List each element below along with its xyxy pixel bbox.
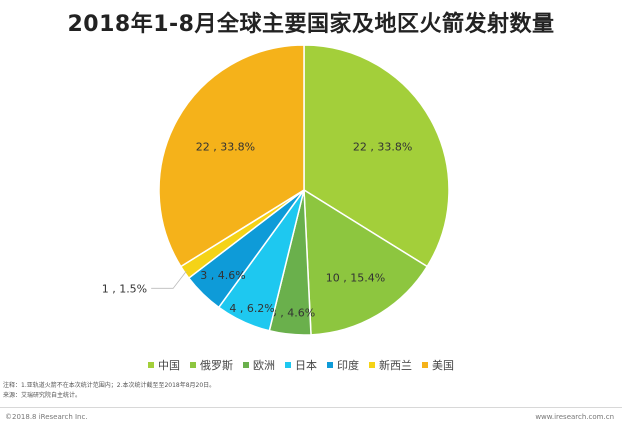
legend-label: 新西兰 bbox=[379, 359, 412, 372]
legend-label: 俄罗斯 bbox=[200, 359, 233, 372]
pie-slice-1 bbox=[303, 44, 450, 268]
legend-item-1: 中国 bbox=[148, 357, 180, 373]
pie-slice-2 bbox=[303, 188, 429, 336]
legend-item-2: 俄罗斯 bbox=[190, 357, 233, 373]
legend-item-3: 欧洲 bbox=[243, 357, 275, 373]
legend-label: 中国 bbox=[158, 359, 180, 372]
legend-item-4: 日本 bbox=[285, 357, 317, 373]
chart-title: 2018年1-8月全球主要国家及地区火箭发射数量 bbox=[67, 12, 555, 37]
footnote-source: 来源：艾瑞研究院自主统计。 bbox=[3, 392, 82, 399]
pie-slice-label-7: 22 , 33.8% bbox=[196, 140, 255, 153]
chart-legend: 中国 俄罗斯 欧洲 日本 印度 新西兰 美国 bbox=[148, 357, 464, 373]
legend-swatch bbox=[148, 362, 154, 368]
footer-copyright: ©2018.8 iResearch Inc. bbox=[5, 413, 88, 421]
legend-swatch bbox=[327, 362, 333, 368]
legend-label: 日本 bbox=[295, 359, 317, 372]
pie-slice-label-4: 4 , 6.2% bbox=[229, 302, 274, 315]
pie-leader-line bbox=[151, 270, 187, 289]
legend-swatch bbox=[243, 362, 249, 368]
legend-swatch bbox=[285, 362, 291, 368]
legend-swatch bbox=[369, 362, 375, 368]
pie-slice-label-3: 3 , 4.6% bbox=[270, 306, 315, 319]
footer-website: www.iresearch.com.cn bbox=[535, 413, 614, 421]
legend-swatch bbox=[422, 362, 428, 368]
legend-label: 美国 bbox=[432, 359, 454, 372]
pie-slice-label-5: 3 , 4.6% bbox=[200, 269, 245, 282]
legend-swatch bbox=[190, 362, 196, 368]
footer-divider bbox=[0, 407, 622, 408]
footnote-note: 注释：1.亚轨道火箭不在本次统计范围内；2.本次统计截至至2018年8月20日。 bbox=[3, 382, 216, 389]
pie-slice-label-1: 22 , 33.8% bbox=[353, 140, 412, 153]
pie-slice-label-6: 1 , 1.5% bbox=[102, 282, 147, 295]
legend-item-6: 新西兰 bbox=[369, 357, 412, 373]
pie-slice-label-2: 10 , 15.4% bbox=[326, 271, 385, 284]
legend-item-7: 美国 bbox=[422, 357, 454, 373]
pie-slice-7 bbox=[158, 44, 305, 268]
legend-label: 印度 bbox=[337, 359, 359, 372]
legend-label: 欧洲 bbox=[253, 359, 275, 372]
legend-item-5: 印度 bbox=[327, 357, 359, 373]
